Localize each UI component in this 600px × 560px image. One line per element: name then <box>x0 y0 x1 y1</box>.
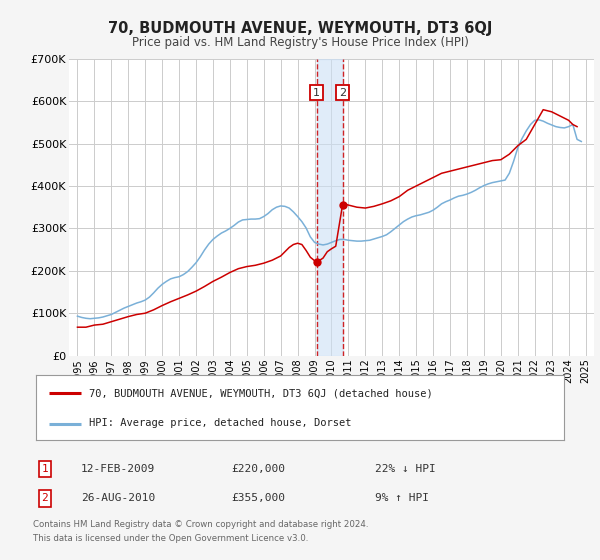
Text: 2: 2 <box>339 88 346 98</box>
Text: HPI: Average price, detached house, Dorset: HPI: Average price, detached house, Dors… <box>89 418 352 428</box>
Text: Contains HM Land Registry data © Crown copyright and database right 2024.: Contains HM Land Registry data © Crown c… <box>33 520 368 529</box>
Text: 12-FEB-2009: 12-FEB-2009 <box>81 464 155 474</box>
Text: 1: 1 <box>313 88 320 98</box>
Text: This data is licensed under the Open Government Licence v3.0.: This data is licensed under the Open Gov… <box>33 534 308 543</box>
Bar <box>317 59 343 356</box>
Text: 70, BUDMOUTH AVENUE, WEYMOUTH, DT3 6QJ: 70, BUDMOUTH AVENUE, WEYMOUTH, DT3 6QJ <box>108 21 492 36</box>
Text: 70, BUDMOUTH AVENUE, WEYMOUTH, DT3 6QJ (detached house): 70, BUDMOUTH AVENUE, WEYMOUTH, DT3 6QJ (… <box>89 388 433 398</box>
Text: 26-AUG-2010: 26-AUG-2010 <box>81 493 155 503</box>
Text: 1: 1 <box>41 464 49 474</box>
Text: 22% ↓ HPI: 22% ↓ HPI <box>375 464 436 474</box>
Text: Price paid vs. HM Land Registry's House Price Index (HPI): Price paid vs. HM Land Registry's House … <box>131 36 469 49</box>
Text: 9% ↑ HPI: 9% ↑ HPI <box>375 493 429 503</box>
Text: £220,000: £220,000 <box>231 464 285 474</box>
Text: £355,000: £355,000 <box>231 493 285 503</box>
Text: 2: 2 <box>41 493 49 503</box>
